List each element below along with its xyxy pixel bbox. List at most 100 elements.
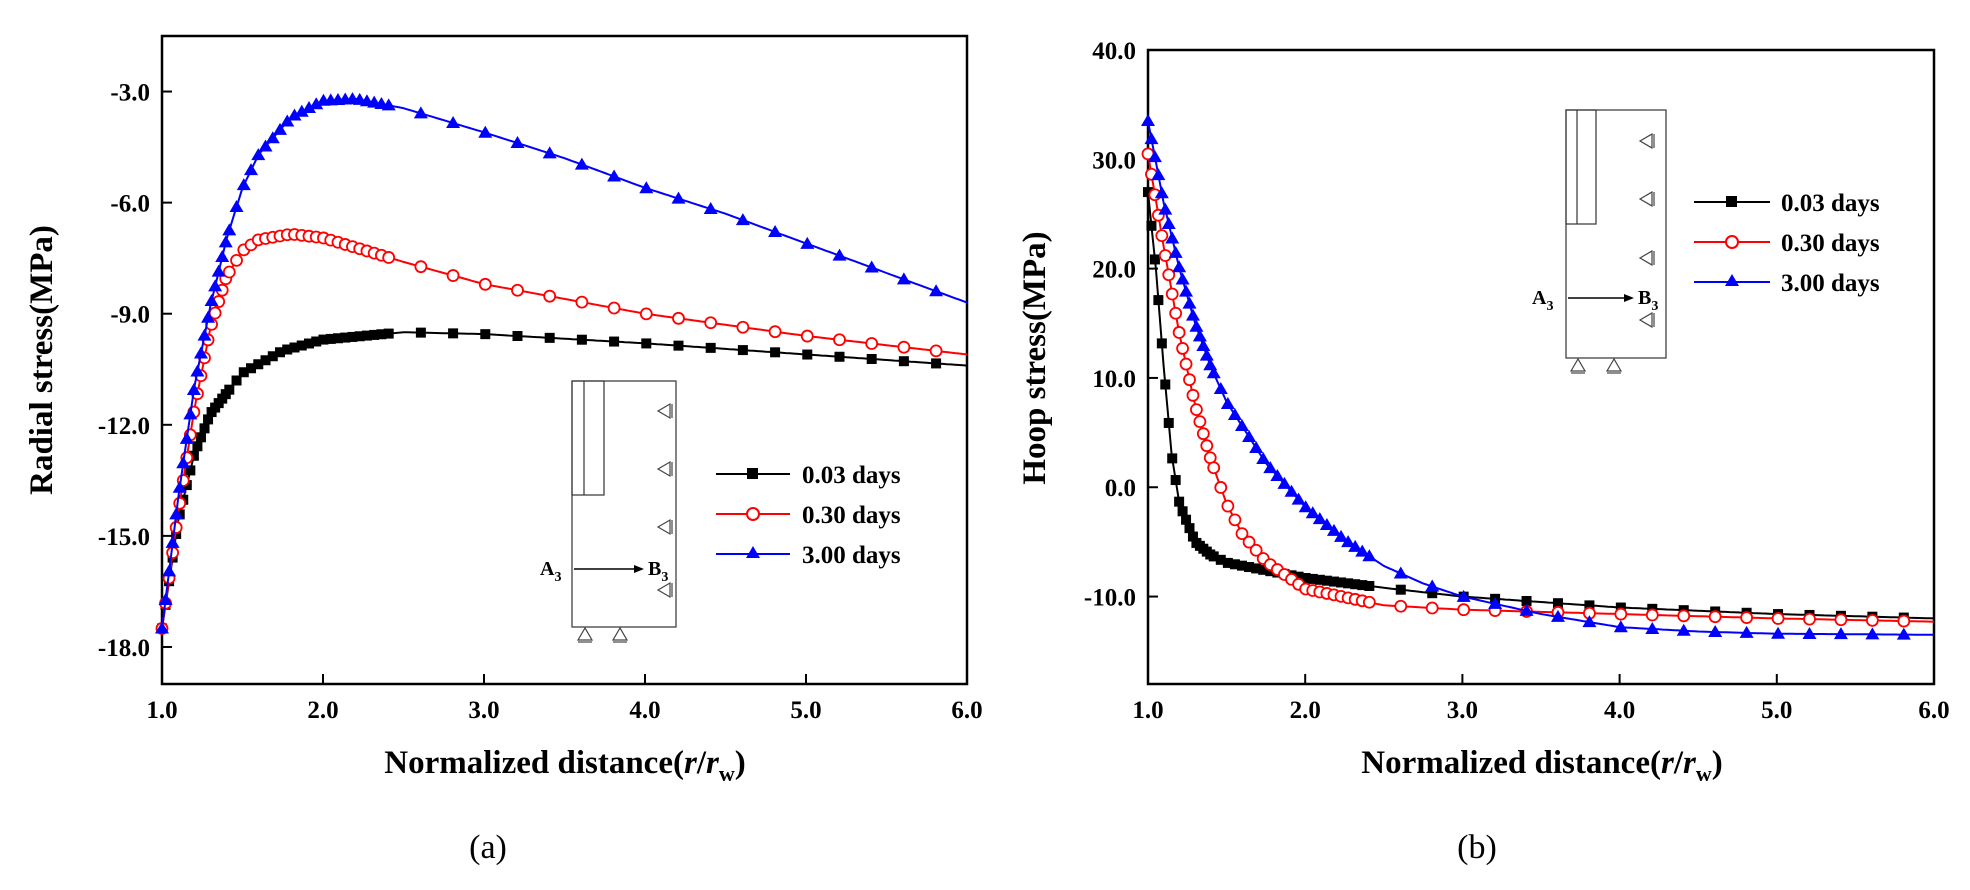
- data-point: [158, 592, 173, 605]
- data-point: [369, 329, 380, 340]
- data-point: [1182, 296, 1197, 309]
- y-tick-label: -18.0: [98, 635, 150, 662]
- legend-marker-circle: [1725, 235, 1739, 249]
- data-point: [768, 224, 783, 237]
- x-tick-label: 3.0: [468, 697, 499, 724]
- y-ticks: -10.0 0.0 10.0 20.0 30.0 40.0: [1084, 38, 1158, 612]
- data-point: [1244, 562, 1255, 573]
- data-point: [1151, 168, 1166, 181]
- data-point: [1348, 539, 1363, 552]
- data-point: [258, 139, 273, 152]
- data-point: [1265, 566, 1276, 577]
- data-point: [672, 311, 685, 325]
- data-point: [222, 223, 237, 236]
- data-point: [575, 295, 589, 309]
- data-point: [1170, 475, 1181, 486]
- data-point: [218, 235, 233, 248]
- data-point: [512, 331, 523, 342]
- label-a3: A3: [540, 558, 561, 585]
- data-point: [1249, 543, 1263, 557]
- y-tick-label: 10.0: [1092, 366, 1136, 393]
- data-point: [1298, 500, 1313, 513]
- data-point: [251, 148, 266, 161]
- data-point: [802, 349, 813, 360]
- data-point: [195, 432, 206, 443]
- data-point: [376, 329, 387, 340]
- data-point: [1251, 563, 1262, 574]
- data-point: [1172, 260, 1187, 273]
- data-point: [1771, 612, 1785, 625]
- data-point: [1177, 506, 1188, 517]
- data-point: [1708, 610, 1722, 624]
- arrow-head-icon: [634, 565, 644, 573]
- data-point: [1214, 481, 1228, 494]
- series-group: [1141, 114, 1935, 640]
- x-tick-label: 4.0: [1604, 697, 1635, 724]
- data-point: [162, 564, 177, 577]
- data-point: [1158, 202, 1173, 215]
- plot-frame: [160, 34, 969, 686]
- data-point: [1207, 461, 1221, 475]
- data-point: [1174, 496, 1185, 507]
- data-point: [671, 191, 686, 204]
- data-point: [1165, 287, 1179, 301]
- data-point: [1242, 429, 1257, 442]
- data-point: [1175, 272, 1190, 285]
- data-point: [1802, 626, 1817, 639]
- data-point: [246, 363, 257, 374]
- data-point: [1305, 506, 1320, 519]
- data-point: [1284, 484, 1299, 497]
- label-a3: A3: [1532, 287, 1553, 314]
- data-point: [544, 332, 555, 343]
- data-point: [1613, 620, 1628, 633]
- y-tick-label: -9.0: [110, 302, 150, 329]
- x-tick-label: 6.0: [951, 697, 982, 724]
- data-point: [318, 334, 329, 345]
- data-point: [1179, 284, 1194, 297]
- data-point: [1156, 338, 1167, 349]
- legend: 0.03 days 0.30 days 3.00 days: [716, 462, 901, 569]
- data-point: [1192, 329, 1207, 342]
- data-point: [929, 284, 944, 297]
- data-point: [155, 621, 169, 634]
- data-point: [222, 265, 236, 279]
- data-point: [176, 456, 191, 469]
- data-point: [1143, 187, 1153, 198]
- data-point: [1803, 612, 1816, 626]
- label-b3: B3: [648, 558, 668, 585]
- data-point: [1550, 609, 1565, 622]
- data-point: [1291, 492, 1306, 505]
- data-point: [1865, 614, 1879, 627]
- x-tick-label: 2.0: [307, 697, 338, 724]
- data-point: [1185, 308, 1200, 321]
- schematic-casing: [1565, 109, 1597, 225]
- data-point: [1161, 217, 1176, 230]
- data-point: [383, 328, 394, 339]
- data-point: [898, 356, 909, 367]
- data-point: [1155, 229, 1169, 243]
- data-point: [736, 320, 750, 334]
- data-point: [1179, 357, 1193, 371]
- data-point: [340, 332, 351, 343]
- x-tick-label: 6.0: [1918, 697, 1949, 724]
- bottom-support-icon: [1569, 357, 1623, 374]
- data-point: [1645, 608, 1659, 622]
- data-point: [1425, 601, 1439, 615]
- data-point: [282, 344, 293, 355]
- data-point: [1362, 549, 1377, 562]
- data-point: [896, 272, 911, 285]
- data-point: [446, 269, 460, 282]
- data-point: [267, 351, 278, 362]
- data-point: [834, 351, 845, 362]
- panel-caption: (b): [1457, 829, 1497, 866]
- data-point: [673, 340, 684, 351]
- legend-marker-square: [747, 468, 758, 479]
- series-line: [161, 233, 968, 629]
- data-point: [832, 248, 847, 261]
- x-ticks: 1.0 2.0 3.0 4.0 5.0 6.0: [146, 674, 983, 724]
- data-point: [1395, 584, 1406, 595]
- legend-label-2: 3.00 days: [802, 542, 901, 569]
- data-point: [1300, 573, 1311, 584]
- data-point: [1321, 575, 1332, 586]
- series-group: [155, 92, 968, 635]
